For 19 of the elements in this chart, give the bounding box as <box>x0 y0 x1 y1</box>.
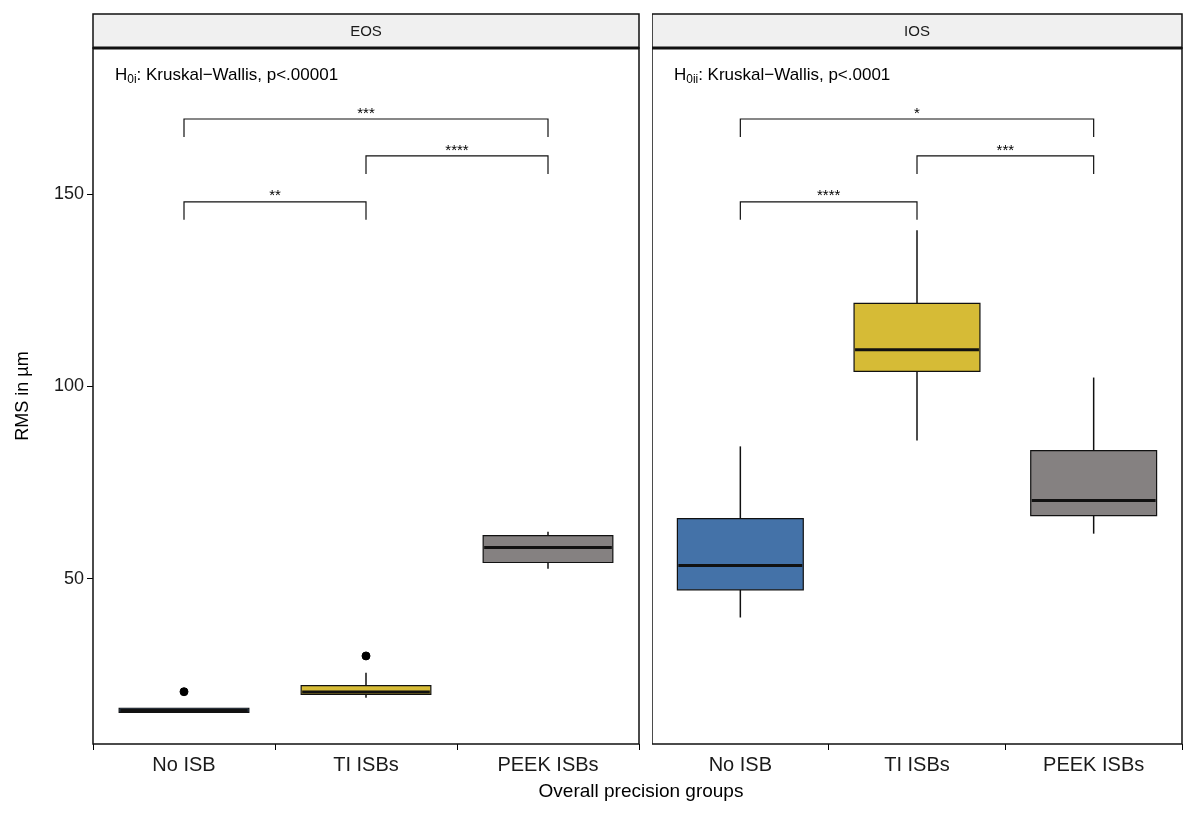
annotation: *** <box>357 103 375 121</box>
y-tick-label: 50 <box>63 567 84 588</box>
chart-title: IOS <box>904 22 930 40</box>
x-axis-title: Overall precision groups <box>537 780 745 802</box>
x-tick-label: PEEK ISBs <box>497 752 599 775</box>
annotation: * <box>914 103 921 121</box>
annotation: **** <box>445 140 469 158</box>
annotation: **** <box>816 186 841 204</box>
y-axis-title: RMS in µm <box>11 351 32 441</box>
annotation: ** <box>269 186 281 204</box>
y-tick-label: 150 <box>53 183 84 204</box>
x-tick-label: No ISB <box>708 752 773 775</box>
x-tick-label: No ISB <box>152 752 216 775</box>
x-tick-label: TI ISBs <box>884 752 950 775</box>
x-tick-label: PEEK ISBs <box>1043 752 1145 775</box>
chart-title: EOS <box>350 22 382 40</box>
x-tick-label: TI ISBs <box>333 752 399 775</box>
y-tick-label: 100 <box>53 375 84 396</box>
annotation: *** <box>996 140 1015 158</box>
